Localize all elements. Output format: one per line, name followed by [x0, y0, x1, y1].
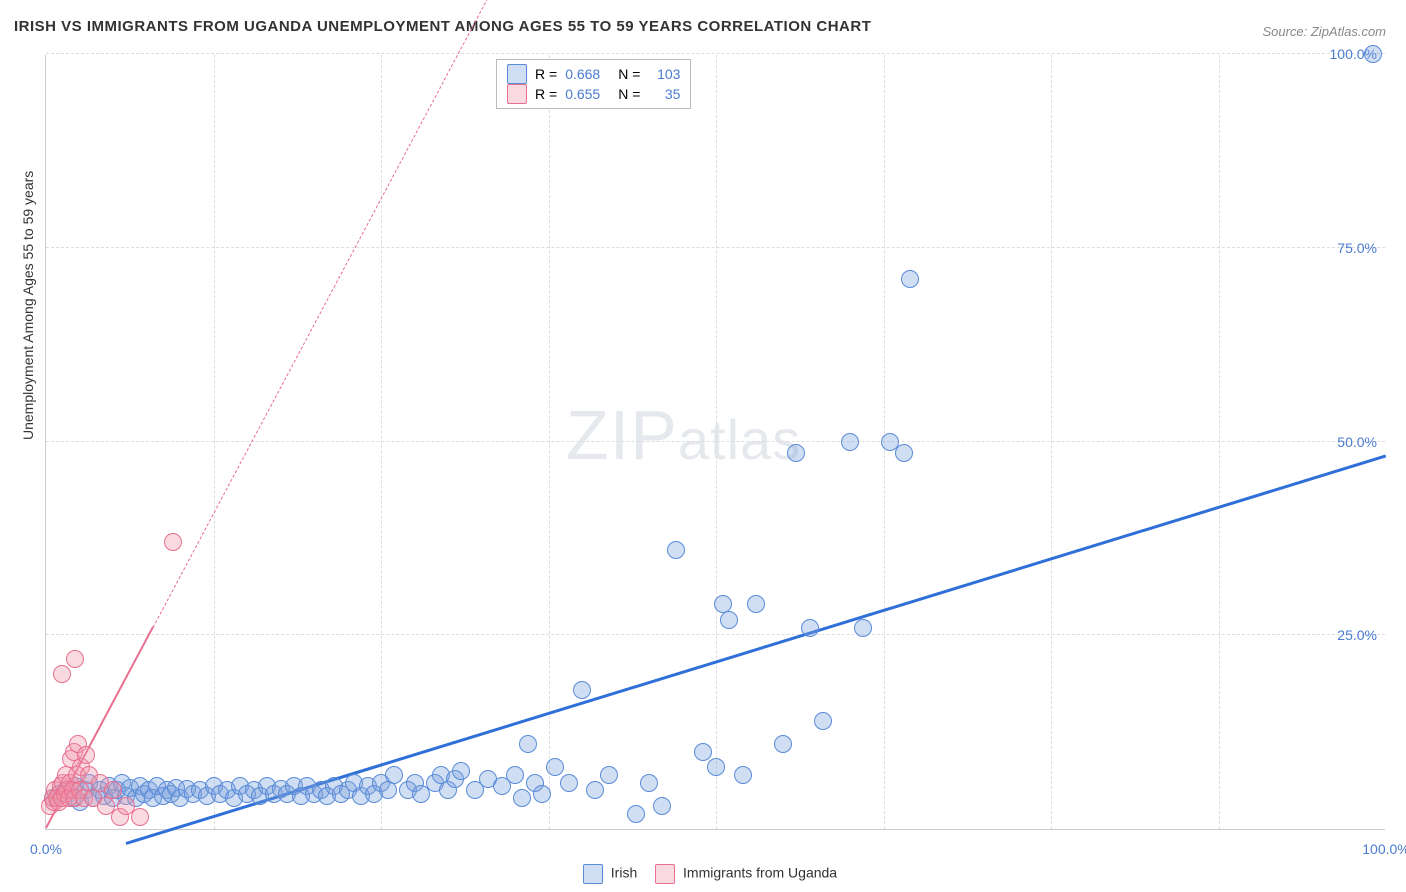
legend-swatch-uganda	[655, 864, 675, 884]
data-point	[801, 619, 819, 637]
data-point	[506, 766, 524, 784]
data-point	[77, 746, 95, 764]
stats-r-label: R =	[535, 66, 557, 82]
data-point	[513, 789, 531, 807]
legend-label-irish: Irish	[611, 865, 637, 881]
data-point	[734, 766, 752, 784]
data-point	[573, 681, 591, 699]
stats-swatch	[507, 84, 527, 104]
gridline-vertical	[214, 55, 215, 829]
data-point	[452, 762, 470, 780]
data-point	[627, 805, 645, 823]
watermark: ZIPatlas	[566, 395, 801, 475]
stats-n-value: 35	[648, 86, 680, 102]
gridline-horizontal	[46, 53, 1385, 54]
data-point	[131, 808, 149, 826]
correlation-stats-box: R = 0.668 N = 103 R = 0.655 N = 35	[496, 59, 691, 109]
data-point	[720, 611, 738, 629]
chart-title: IRISH VS IMMIGRANTS FROM UGANDA UNEMPLOY…	[14, 18, 871, 35]
data-point	[694, 743, 712, 761]
source-attribution: Source: ZipAtlas.com	[1262, 24, 1386, 39]
legend-swatch-irish	[583, 864, 603, 884]
watermark-zip: ZIP	[566, 396, 678, 474]
gridline-vertical	[1051, 55, 1052, 829]
stats-r-value: 0.655	[565, 86, 600, 102]
stats-n-label: N =	[618, 86, 640, 102]
data-point	[164, 533, 182, 551]
data-point	[519, 735, 537, 753]
data-point	[854, 619, 872, 637]
data-point	[814, 712, 832, 730]
data-point	[895, 444, 913, 462]
data-point	[640, 774, 658, 792]
data-point	[385, 766, 403, 784]
bottom-legend: Irish Immigrants from Uganda	[0, 864, 1406, 884]
stats-row: R = 0.655 N = 35	[507, 84, 680, 104]
data-point	[66, 650, 84, 668]
gridline-vertical	[716, 55, 717, 829]
data-point	[707, 758, 725, 776]
legend-label-uganda: Immigrants from Uganda	[683, 865, 837, 881]
y-tick-label: 50.0%	[1337, 434, 1377, 450]
y-axis-label: Unemployment Among Ages 55 to 59 years	[20, 171, 36, 440]
watermark-atlas: atlas	[678, 408, 801, 471]
stats-n-value: 103	[648, 66, 680, 82]
data-point	[53, 665, 71, 683]
data-point	[774, 735, 792, 753]
stats-n-label: N =	[618, 66, 640, 82]
data-point	[747, 595, 765, 613]
gridline-vertical	[381, 55, 382, 829]
data-point	[104, 781, 122, 799]
stats-row: R = 0.668 N = 103	[507, 64, 680, 84]
data-point	[653, 797, 671, 815]
x-tick-label: 100.0%	[1362, 841, 1406, 857]
data-point	[533, 785, 551, 803]
data-point	[560, 774, 578, 792]
data-point	[901, 270, 919, 288]
gridline-vertical	[1219, 55, 1220, 829]
scatter-plot-area: ZIPatlas 25.0%50.0%75.0%100.0%0.0%100.0%…	[45, 55, 1385, 830]
data-point	[600, 766, 618, 784]
stats-r-value: 0.668	[565, 66, 600, 82]
x-tick-label: 0.0%	[30, 841, 62, 857]
stats-swatch	[507, 64, 527, 84]
data-point	[667, 541, 685, 559]
data-point	[586, 781, 604, 799]
data-point	[1364, 45, 1382, 63]
y-tick-label: 75.0%	[1337, 240, 1377, 256]
data-point	[379, 781, 397, 799]
data-point	[841, 433, 859, 451]
y-tick-label: 25.0%	[1337, 627, 1377, 643]
stats-r-label: R =	[535, 86, 557, 102]
data-point	[787, 444, 805, 462]
data-point	[546, 758, 564, 776]
